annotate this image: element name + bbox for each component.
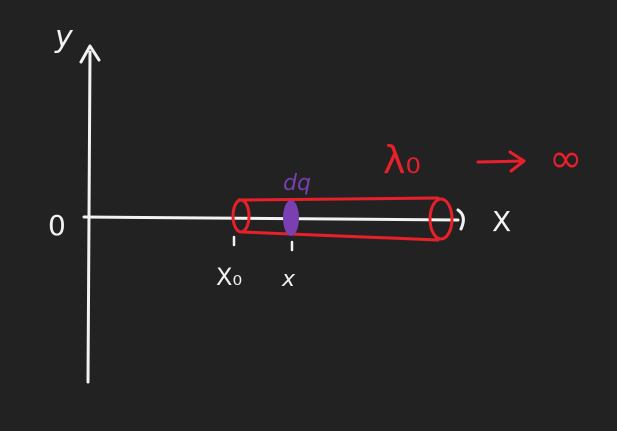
x-axis: [82, 208, 465, 231]
infinity-label: ∞: [549, 136, 582, 182]
x-axis-label: X: [492, 205, 511, 238]
x-position-label: x: [281, 267, 296, 292]
dq-label: dq: [283, 171, 311, 196]
lambda0-label: λ₀: [383, 138, 421, 182]
rod-bottom-edge: [241, 230, 440, 242]
y-axis: [79, 44, 101, 384]
x-axis-arrowhead: [456, 208, 465, 231]
y-axis-label: y: [54, 20, 74, 55]
rod-left-end: [231, 198, 251, 234]
rod-right-end: [428, 197, 454, 241]
origin-label: 0: [48, 209, 66, 242]
arrow-to-infinity: [476, 150, 526, 173]
x0-label: X₀: [216, 263, 242, 291]
y-axis-arrowhead: [79, 44, 101, 64]
tick-marks: [232, 235, 294, 252]
charge-element-dq: [283, 200, 299, 236]
charged-rod: [231, 196, 454, 242]
rod-top-edge: [237, 196, 440, 202]
arrow-head-icon: [508, 150, 526, 173]
